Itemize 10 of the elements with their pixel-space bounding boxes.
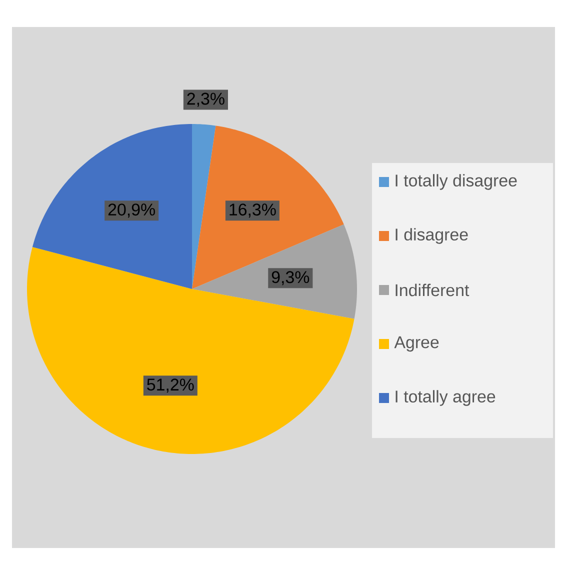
data-label: 9,3%: [272, 271, 310, 286]
legend-label: I totally agree: [396, 390, 496, 406]
data-label: 20,9%: [108, 204, 155, 218]
legend-label: Agree: [394, 336, 439, 352]
data-label: 16,3%: [230, 204, 276, 218]
legend-label: Indifferent: [396, 284, 470, 296]
data-label: 2,3%: [187, 92, 224, 107]
legend-label: I totally disagree: [396, 174, 517, 190]
data-label: 51,2%: [147, 378, 194, 393]
legend-label: I disagree: [396, 228, 468, 244]
